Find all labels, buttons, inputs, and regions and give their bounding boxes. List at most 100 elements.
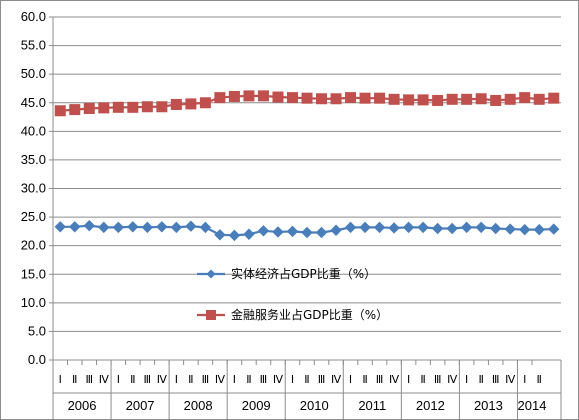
x-quarter-label: Ⅱ <box>188 374 193 386</box>
data-point-diamond <box>417 221 429 234</box>
x-quarter-label: Ⅱ <box>72 374 77 386</box>
x-quarter-label: Ⅳ <box>389 374 400 386</box>
data-point-square <box>83 102 95 114</box>
data-point-square <box>475 93 487 105</box>
data-point-square <box>330 93 342 105</box>
data-point-square <box>54 105 66 117</box>
data-point-diamond <box>243 228 255 240</box>
x-quarter-label: Ⅱ <box>420 374 425 386</box>
x-year-label: 2014 <box>518 398 547 413</box>
data-point-square <box>141 101 153 113</box>
data-point-diamond <box>69 221 81 233</box>
data-point-square <box>286 92 298 104</box>
x-year-label: 2011 <box>358 398 386 413</box>
data-point-square <box>403 94 415 106</box>
data-point-diamond <box>533 223 545 236</box>
legend-marker-diamond <box>206 269 216 279</box>
data-point-diamond <box>112 221 125 234</box>
x-quarter-label: Ⅳ <box>331 374 342 386</box>
y-tick-label: 50.0 <box>21 66 46 81</box>
x-quarter-label: Ⅲ <box>376 374 384 386</box>
data-point-diamond <box>301 226 313 239</box>
data-point-diamond <box>185 220 197 232</box>
data-point-square <box>446 93 458 105</box>
x-year-label: 2007 <box>126 398 155 413</box>
x-quarter-label: Ⅲ <box>144 374 152 386</box>
data-point-diamond <box>214 229 226 241</box>
x-quarter-label: Ⅰ <box>175 374 178 386</box>
data-point-square <box>69 104 81 116</box>
x-year-label: 2009 <box>242 398 271 413</box>
y-tick-label: 0.0 <box>28 352 46 367</box>
y-tick-label: 55.0 <box>21 38 46 53</box>
x-quarter-label: Ⅳ <box>215 374 226 386</box>
data-point-diamond <box>54 221 66 233</box>
x-year-label: 2013 <box>474 398 503 413</box>
data-point-square <box>432 94 444 106</box>
data-point-diamond <box>344 221 357 234</box>
data-point-diamond <box>330 224 342 236</box>
data-point-square <box>185 98 197 110</box>
x-year-label: 2012 <box>416 398 445 413</box>
x-quarter-label: Ⅱ <box>537 374 542 386</box>
data-point-diamond <box>83 219 95 232</box>
x-quarter-label: Ⅲ <box>85 374 93 386</box>
y-tick-label: 45.0 <box>21 95 46 110</box>
data-point-square <box>257 90 269 102</box>
data-point-square <box>170 98 182 110</box>
data-point-diamond <box>489 222 502 235</box>
x-quarter-label: Ⅰ <box>465 374 468 386</box>
data-point-square <box>112 101 124 113</box>
data-point-diamond <box>170 221 183 234</box>
x-year-label: 2010 <box>300 398 329 413</box>
x-quarter-label: Ⅱ <box>478 374 483 386</box>
data-point-square <box>359 92 371 104</box>
x-quarter-label: Ⅰ <box>523 374 526 386</box>
data-point-diamond <box>199 221 212 234</box>
data-point-square <box>214 92 226 104</box>
data-point-square <box>417 94 429 106</box>
data-point-square <box>199 97 211 109</box>
data-point-diamond <box>141 221 154 234</box>
x-quarter-label: Ⅰ <box>291 374 294 386</box>
data-point-square <box>301 92 313 104</box>
data-point-diamond <box>286 225 299 238</box>
data-point-diamond <box>315 226 328 239</box>
y-tick-label: 10.0 <box>21 295 46 310</box>
data-point-diamond <box>402 221 415 234</box>
x-quarter-label: Ⅲ <box>318 374 326 386</box>
x-quarter-label: Ⅳ <box>157 374 168 386</box>
y-tick-label: 25.0 <box>21 209 46 224</box>
y-tick-label: 20.0 <box>21 238 46 253</box>
x-quarter-label: Ⅱ <box>362 374 367 386</box>
data-point-square <box>316 93 328 105</box>
data-point-square <box>345 92 357 104</box>
x-quarter-label: Ⅲ <box>260 374 268 386</box>
data-point-square <box>519 92 531 104</box>
data-point-diamond <box>504 223 516 235</box>
data-point-diamond <box>272 226 284 238</box>
data-point-diamond <box>460 221 473 234</box>
data-point-square <box>490 94 502 106</box>
data-point-square <box>228 90 240 102</box>
x-quarter-label: Ⅰ <box>349 374 352 386</box>
y-tick-label: 40.0 <box>21 123 46 138</box>
data-point-square <box>243 90 255 102</box>
x-quarter-label: Ⅱ <box>246 374 251 386</box>
x-quarter-label: Ⅱ <box>130 374 135 386</box>
legend-label: 实体经济占GDP比重（%） <box>231 266 376 281</box>
data-point-diamond <box>359 221 371 234</box>
data-point-diamond <box>156 221 168 233</box>
x-quarter-label: Ⅳ <box>505 374 516 386</box>
x-quarter-label: Ⅳ <box>447 374 458 386</box>
data-point-square <box>374 92 386 104</box>
data-point-square <box>388 93 400 105</box>
data-point-diamond <box>446 222 458 235</box>
data-point-diamond <box>228 229 241 242</box>
data-point-square <box>156 101 168 113</box>
y-tick-label: 5.0 <box>28 323 46 338</box>
data-point-diamond <box>373 221 386 234</box>
data-point-square <box>98 102 110 114</box>
